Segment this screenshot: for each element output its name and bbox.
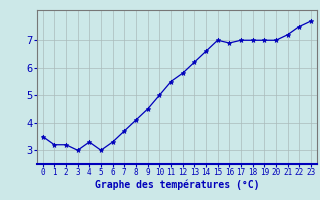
X-axis label: Graphe des températures (°C): Graphe des températures (°C) [94,180,259,190]
